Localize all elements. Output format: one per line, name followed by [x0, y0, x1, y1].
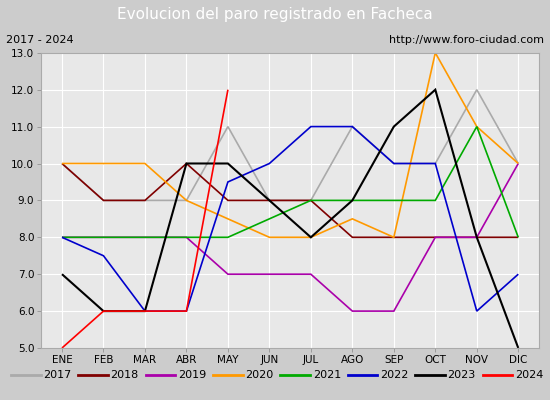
Text: http://www.foro-ciudad.com: http://www.foro-ciudad.com — [389, 35, 544, 45]
Text: 2022: 2022 — [380, 370, 409, 380]
Text: 2017 - 2024: 2017 - 2024 — [6, 35, 73, 45]
Text: 2018: 2018 — [111, 370, 139, 380]
Text: Evolucion del paro registrado en Facheca: Evolucion del paro registrado en Facheca — [117, 8, 433, 22]
Text: 2019: 2019 — [178, 370, 206, 380]
Text: 2020: 2020 — [245, 370, 273, 380]
Text: 2024: 2024 — [515, 370, 543, 380]
Text: 2023: 2023 — [448, 370, 476, 380]
Text: 2017: 2017 — [43, 370, 72, 380]
Text: 2021: 2021 — [313, 370, 341, 380]
